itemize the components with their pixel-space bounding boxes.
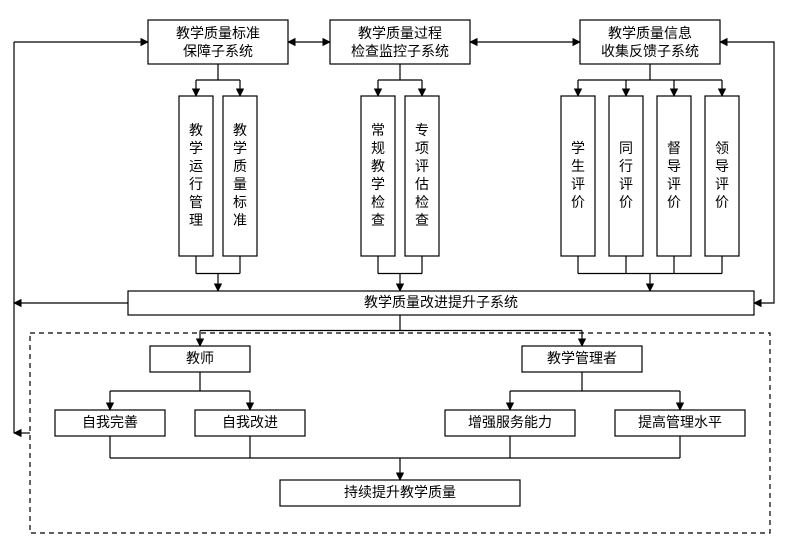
mid-b2 bbox=[405, 96, 439, 256]
top-b-l2: 检查监控子系统 bbox=[351, 44, 449, 60]
mid-c2 bbox=[609, 96, 643, 256]
top-c-l2: 收集反馈子系统 bbox=[601, 43, 699, 60]
band-txt: 教学质量改进提升子系统 bbox=[364, 295, 518, 311]
top-c-l1: 教学质量信息 bbox=[608, 25, 692, 42]
teacher-txt: 教师 bbox=[186, 351, 214, 367]
top-a-l2: 保障子系统 bbox=[183, 44, 253, 60]
top-a-l1: 教学质量标准 bbox=[176, 26, 260, 42]
mid-a2 bbox=[223, 96, 257, 256]
leaf-l1-txt: 自我完善 bbox=[82, 415, 138, 431]
mid-b1 bbox=[361, 96, 395, 256]
top-b-l1: 教学质量过程 bbox=[358, 26, 442, 42]
mid-c4 bbox=[705, 96, 739, 256]
manager-txt: 教学管理者 bbox=[547, 351, 617, 367]
leaf-l2-txt: 自我改进 bbox=[222, 415, 278, 431]
leaf-r2-txt: 提高管理水平 bbox=[638, 414, 722, 431]
leaf-r1-txt: 增强服务能力 bbox=[468, 415, 552, 431]
mid-c3 bbox=[657, 96, 691, 256]
mid-c1 bbox=[561, 96, 595, 256]
diagram: 教学质量标准保障子系统教学质量过程检查监控子系统教学质量信息收集反馈子系统教学运… bbox=[0, 0, 794, 549]
mid-a1 bbox=[179, 96, 213, 256]
bottom-txt: 持续提升教学质量 bbox=[344, 484, 456, 501]
